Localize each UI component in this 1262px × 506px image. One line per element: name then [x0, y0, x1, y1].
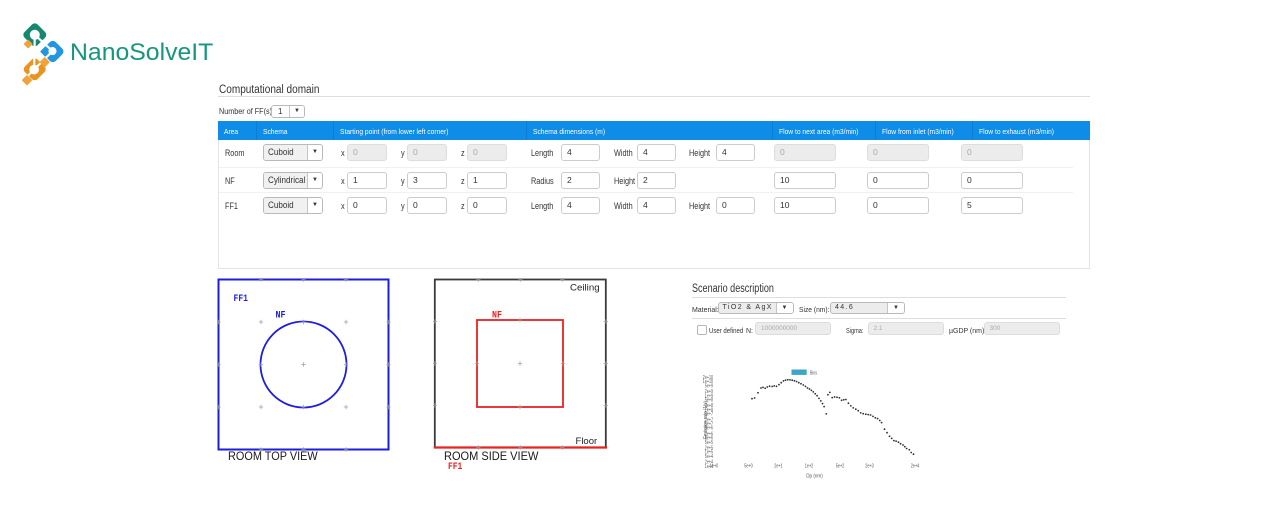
svg-text:1e+9: 1e+9	[705, 393, 713, 399]
svg-text:5e+8: 5e+8	[705, 398, 713, 404]
svg-text:1e+2: 1e+2	[805, 464, 814, 470]
svg-text:1e+7: 1e+7	[705, 422, 713, 428]
svg-text:2e+1: 2e+1	[774, 464, 783, 470]
svg-text:5e+2: 5e+2	[836, 464, 845, 470]
svg-text:2e+8: 2e+8	[705, 403, 713, 409]
svg-text:5e+7: 5e+7	[705, 412, 713, 418]
svg-text:1e+0: 1e+0	[710, 464, 719, 470]
svg-text:2e+3: 2e+3	[865, 464, 874, 470]
svg-text:2e+4: 2e+4	[705, 460, 713, 466]
svg-text:5e+0: 5e+0	[744, 464, 753, 470]
svg-text:2e+7: 2e+7	[705, 417, 713, 423]
svg-text:5e+4: 5e+4	[705, 454, 713, 460]
svg-text:5e+9: 5e+9	[705, 383, 713, 389]
svg-text:2e+9: 2e+9	[705, 389, 713, 395]
svg-text:5e+5: 5e+5	[705, 440, 713, 446]
svg-text:5e+6: 5e+6	[705, 426, 713, 432]
svg-text:Emission rate (1/s): Emission rate (1/s)	[703, 401, 709, 439]
svg-text:Dp (nm): Dp (nm)	[806, 474, 823, 480]
svg-text:Bins: Bins	[810, 371, 817, 377]
svg-text:Ceiling: Ceiling	[570, 283, 600, 294]
svg-text:1e+10: 1e+10	[703, 379, 713, 385]
svg-text:Floor: Floor	[576, 436, 598, 447]
svg-text:2e+4: 2e+4	[911, 464, 920, 470]
svg-text:2e+10: 2e+10	[703, 375, 713, 381]
svg-text:1e+4: 1e+4	[705, 464, 713, 470]
svg-text:NF: NF	[492, 311, 502, 322]
svg-text:NF: NF	[276, 311, 286, 322]
svg-text:1e+6: 1e+6	[705, 436, 713, 442]
svg-text:1e+5: 1e+5	[705, 450, 713, 456]
svg-text:2e+6: 2e+6	[705, 431, 713, 437]
svg-text:2e+5: 2e+5	[705, 446, 713, 452]
svg-text:1e+8: 1e+8	[705, 407, 713, 413]
svg-text:FF1: FF1	[234, 294, 249, 305]
